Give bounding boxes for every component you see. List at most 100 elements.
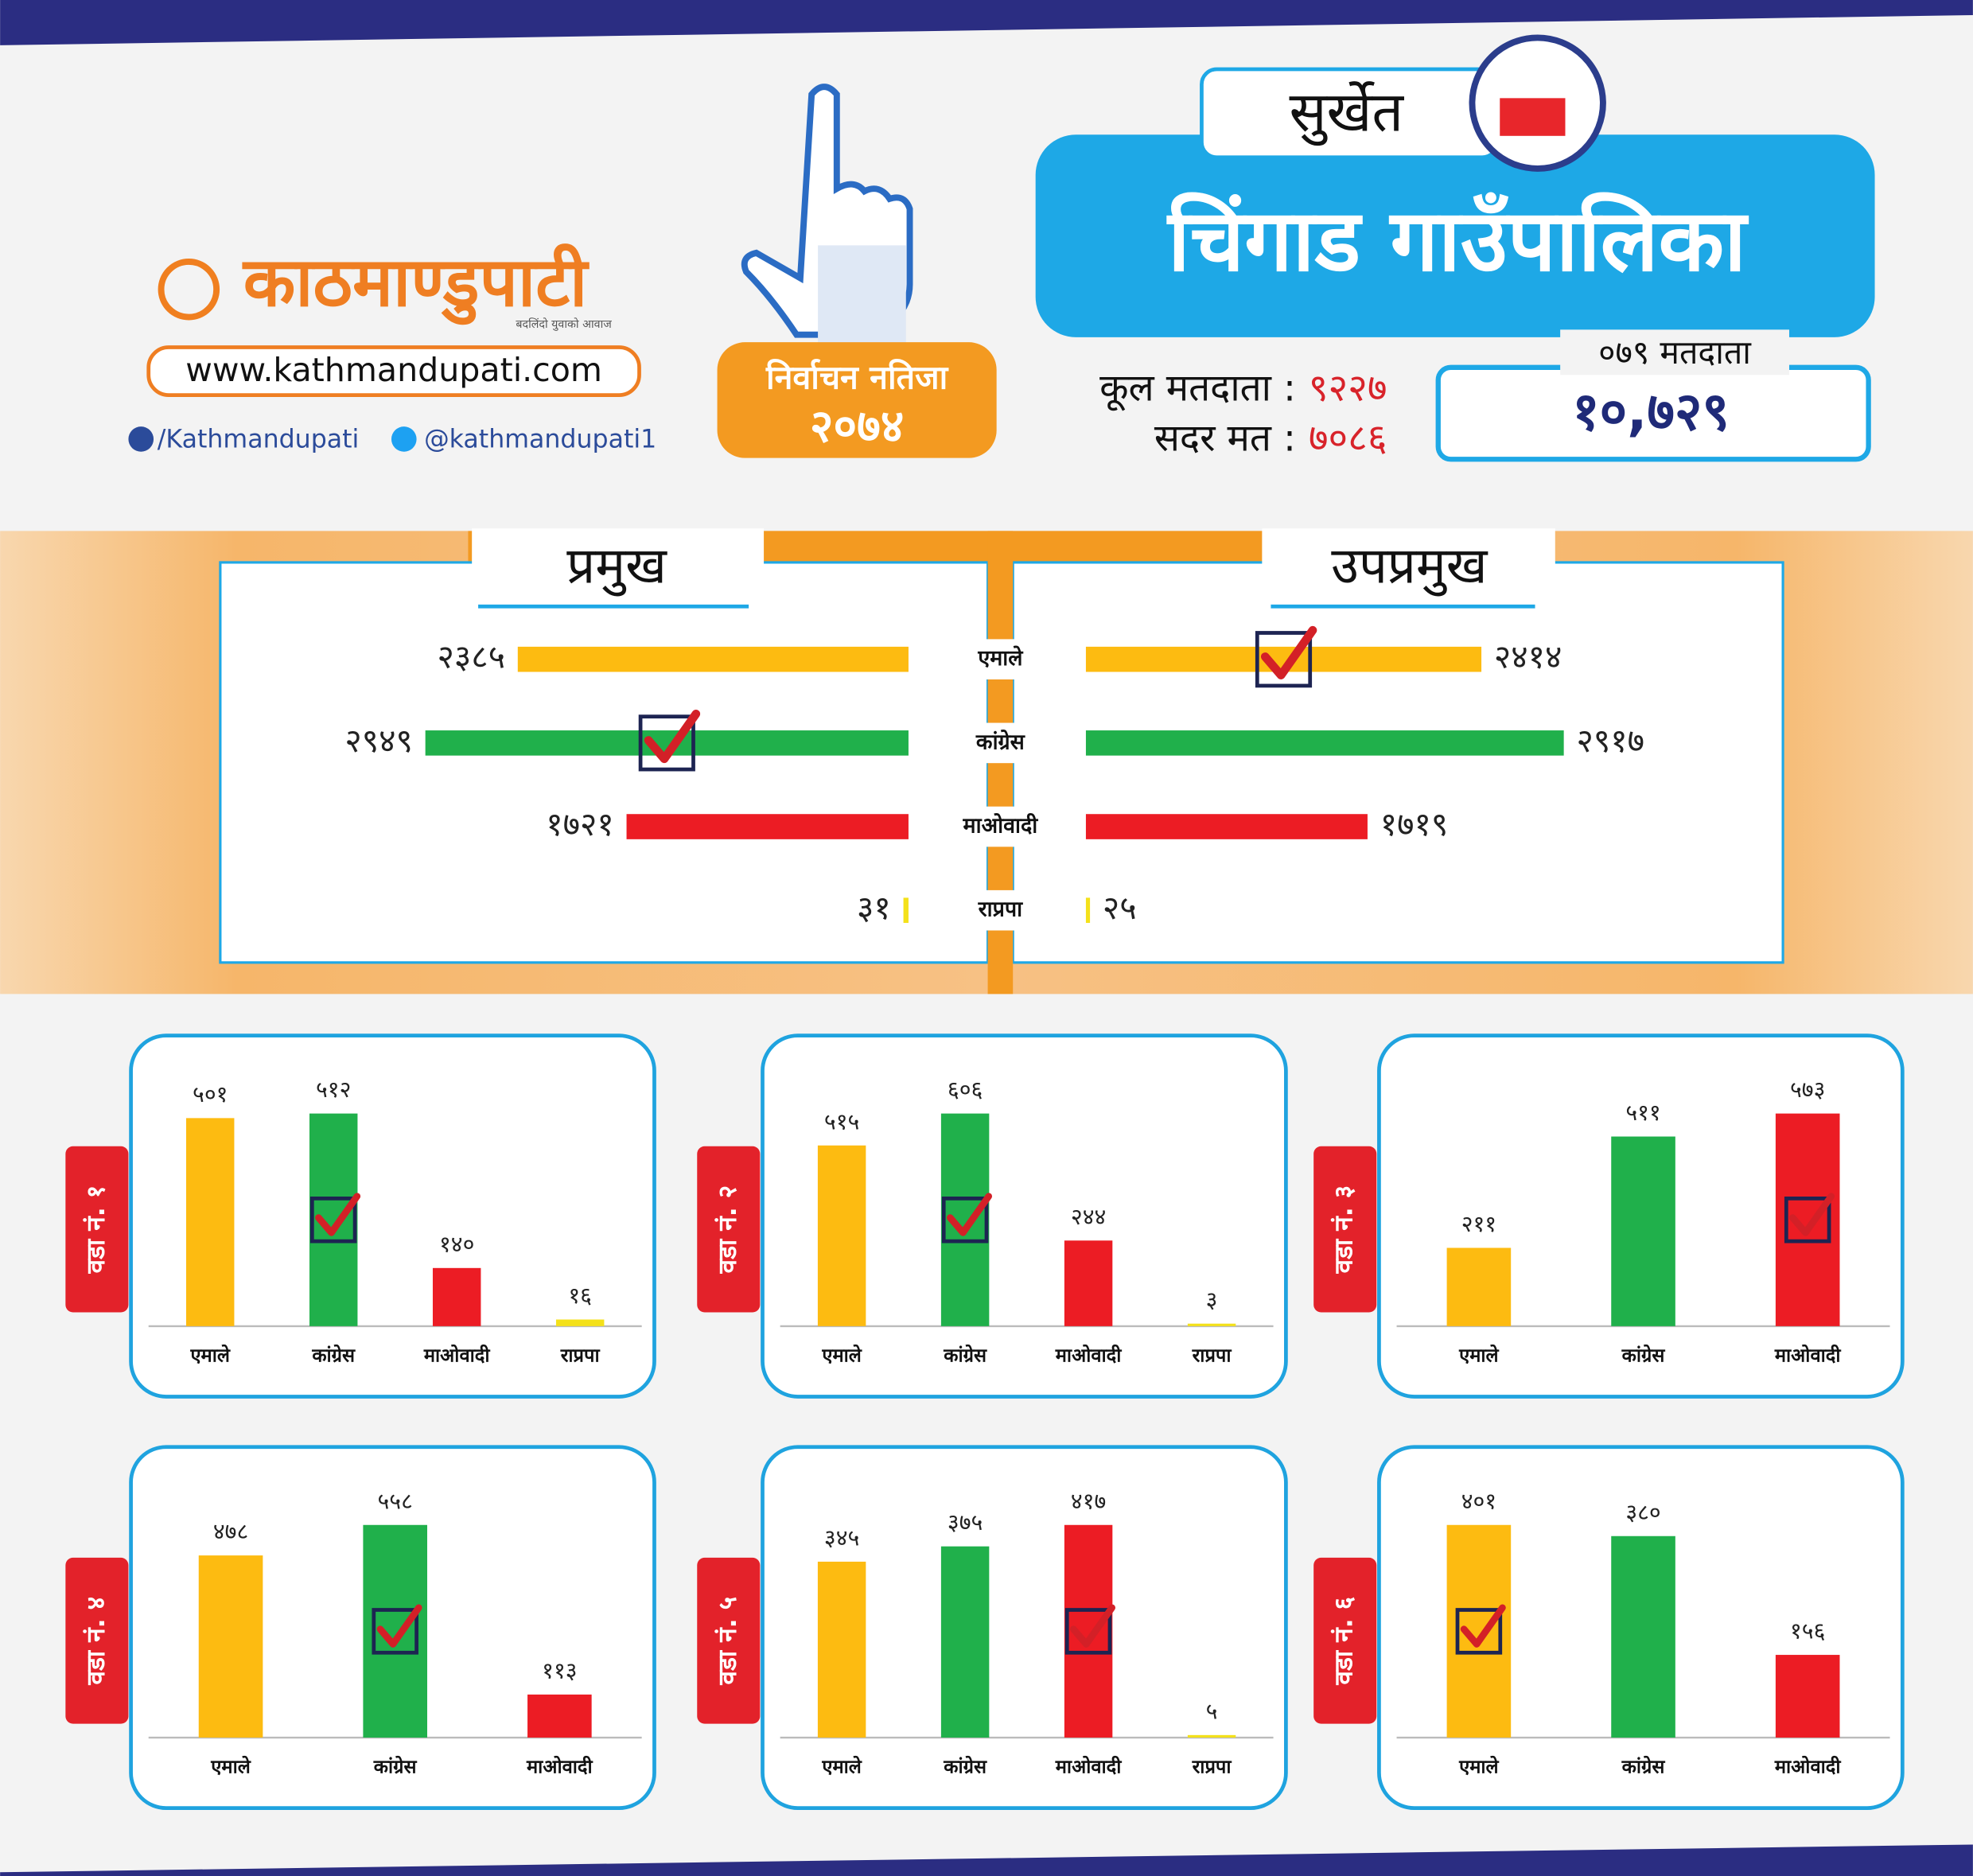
- url-box: [146, 345, 641, 397]
- check-tick: [946, 1193, 992, 1236]
- value-label: ६०६: [948, 1076, 983, 1103]
- check-box: [309, 1196, 357, 1244]
- badge-title: निर्वाचन नतिजा: [765, 359, 949, 397]
- check-tick: [315, 1193, 361, 1236]
- x-tick-label: माओवादी: [1055, 1755, 1123, 1777]
- bar: [1085, 814, 1368, 839]
- x-tick-label: एमाले: [821, 1755, 862, 1777]
- value-label: २४४: [1071, 1204, 1106, 1230]
- logo-text: काठमाण्डुपाटी: [242, 243, 590, 325]
- value-label: ४०१: [1461, 1488, 1496, 1514]
- x-tick-label: माओवादी: [526, 1755, 593, 1777]
- bar: [1085, 730, 1564, 756]
- x-tick-label: कांग्रेस: [1621, 1755, 1666, 1777]
- section-title-box: [472, 528, 765, 607]
- value-label: १४०: [439, 1231, 474, 1257]
- value-label: ११३: [542, 1657, 577, 1683]
- winner-check: [638, 710, 701, 772]
- ward-tab: [1313, 1557, 1377, 1724]
- bar: [817, 1145, 866, 1326]
- stat-value: ९२२७: [1309, 366, 1387, 410]
- bar: [1187, 1734, 1236, 1738]
- check-box: [1064, 1608, 1112, 1655]
- bar: [817, 1561, 866, 1738]
- ward-title: वडा नं. ५: [714, 1597, 742, 1686]
- value-label: ३१: [857, 889, 891, 927]
- facebook-icon: [128, 426, 154, 452]
- stat-label: सदर मत :: [1154, 417, 1296, 461]
- voters-label: ०७९ मतदाता: [1598, 333, 1752, 372]
- winner-check: [1064, 1604, 1115, 1655]
- badge: [717, 342, 997, 458]
- twitter-icon: [391, 426, 417, 452]
- value-label: ५७३: [1790, 1076, 1825, 1103]
- x-tick-label: माओवादी: [1055, 1344, 1123, 1366]
- winner-check: [1255, 625, 1317, 688]
- check-box: [1455, 1608, 1503, 1655]
- check-box: [638, 714, 695, 772]
- category-label: माओवादी: [963, 813, 1039, 839]
- voters-label-bg: [1560, 329, 1789, 376]
- bar: [527, 1694, 592, 1738]
- x-tick-label: कांग्रेस: [373, 1755, 418, 1777]
- bar: [1611, 1136, 1675, 1326]
- bar: [1611, 1535, 1675, 1738]
- ward-title: वडा नं. १: [82, 1185, 111, 1275]
- ballot-box: [1500, 98, 1566, 136]
- value-label: ५: [1206, 1698, 1218, 1724]
- x-tick-label: माओवादी: [423, 1344, 491, 1366]
- top-band: [0, 0, 1973, 45]
- category-label-bg: [941, 722, 1060, 764]
- bottom-band: [0, 1844, 1973, 1876]
- check-box: [1255, 631, 1313, 688]
- deputy-panel: [1011, 561, 1784, 964]
- ward-tab: [697, 1557, 761, 1724]
- check-box: [1784, 1196, 1831, 1244]
- value-label: ५०१: [193, 1081, 228, 1107]
- value-label: १६: [568, 1282, 592, 1309]
- value-label: ३: [1206, 1286, 1218, 1313]
- x-tick-label: कांग्रेस: [311, 1344, 356, 1366]
- hand-sleeve: [818, 245, 906, 344]
- x-tick-label: राप्रपा: [560, 1344, 601, 1366]
- x-tick-label: एमाले: [1458, 1755, 1499, 1777]
- bar: [185, 1118, 235, 1326]
- bar: [903, 897, 909, 924]
- title-panel: [1035, 134, 1875, 337]
- bar: [1775, 1655, 1840, 1738]
- bar: [517, 646, 909, 672]
- stat-value: ७०८६: [1309, 417, 1387, 461]
- value-label: २११: [1461, 1211, 1496, 1237]
- badge-year: २०७४: [810, 400, 904, 453]
- bar: [626, 814, 909, 839]
- category-label: एमाले: [977, 645, 1024, 671]
- ward-title: वडा नं. ६: [1330, 1597, 1359, 1686]
- value-label: २९४९: [344, 722, 413, 760]
- logo-icon: [158, 258, 220, 321]
- website: www.kathmandupati.com: [185, 351, 602, 389]
- value-label: ३४५: [824, 1524, 859, 1551]
- district: सुर्खेत: [1290, 80, 1405, 146]
- bar: [940, 1546, 990, 1738]
- winner-check: [941, 1193, 992, 1244]
- bar: [1064, 1240, 1113, 1326]
- ward-title: वडा नं. ४: [82, 1597, 111, 1686]
- value-label: १७१९: [1380, 805, 1449, 843]
- category-label: कांग्रेस: [975, 729, 1026, 754]
- category-label-bg: [941, 639, 1060, 680]
- x-tick-label: एमाले: [210, 1755, 251, 1777]
- x-tick-label: एमाले: [1458, 1344, 1499, 1366]
- logo-tagline: बदलिंदो युवाको आवाज: [516, 317, 612, 331]
- winner-check: [1784, 1193, 1835, 1244]
- stat-label: कूल मतदाता :: [1099, 366, 1296, 411]
- check-tick: [1789, 1193, 1835, 1236]
- series-title: उपप्रमुख: [1331, 535, 1488, 596]
- check-tick: [644, 710, 701, 764]
- check-tick: [1260, 625, 1317, 679]
- value-label: २५: [1103, 889, 1137, 927]
- bar: [198, 1555, 263, 1738]
- value-label: ५१५: [824, 1108, 859, 1135]
- check-tick: [1069, 1604, 1115, 1648]
